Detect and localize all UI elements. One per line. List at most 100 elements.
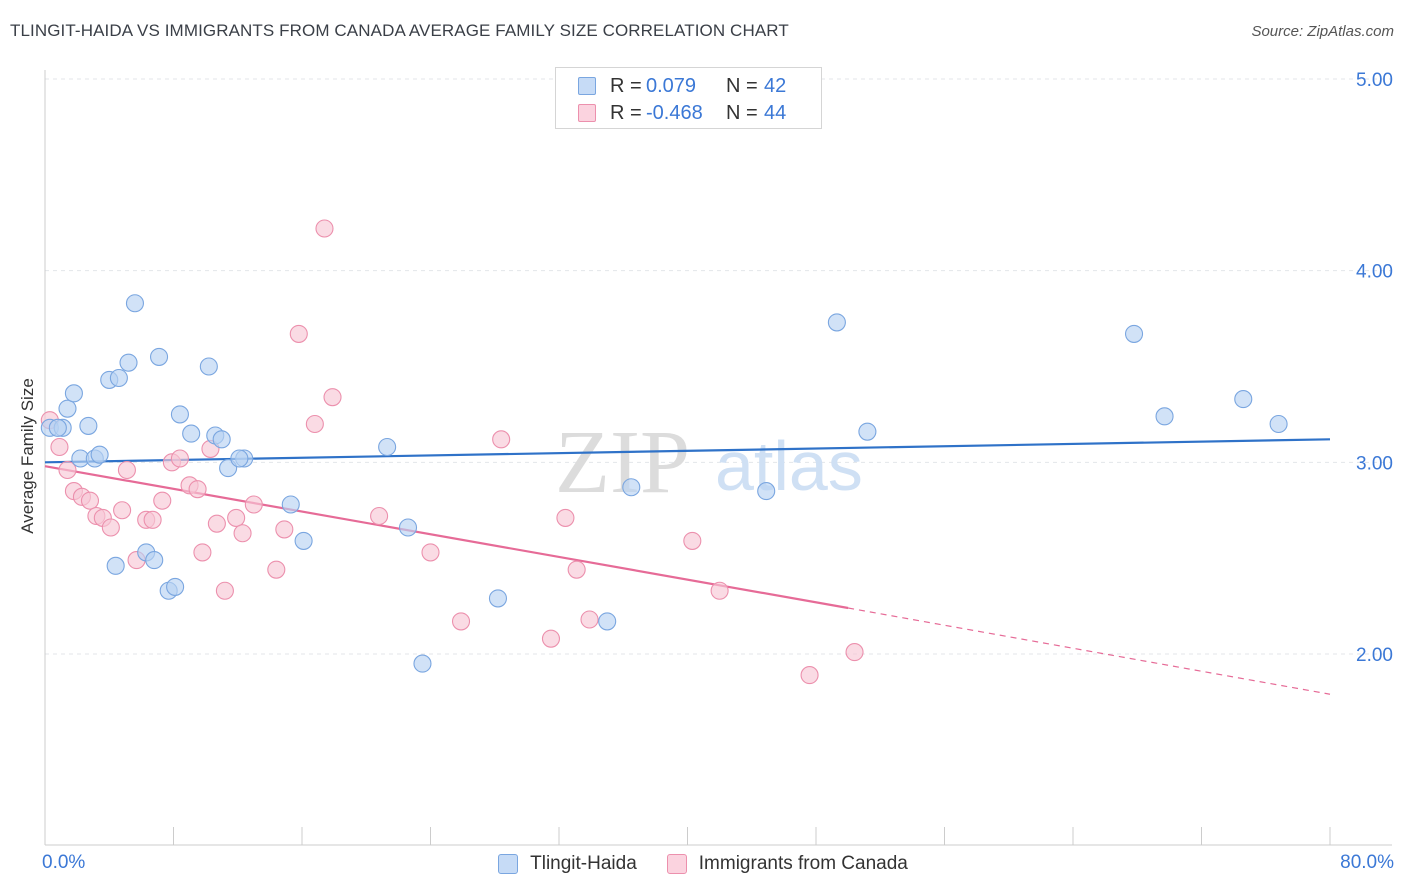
legend-r-label: R = (610, 101, 642, 124)
data-point-immigrants-from-canada (153, 491, 172, 510)
data-point-immigrants-from-canada (244, 495, 263, 514)
chart-title: TLINGIT-HAIDA VS IMMIGRANTS FROM CANADA … (10, 21, 789, 40)
data-point-immigrants-from-canada (117, 460, 136, 480)
y-tick-labels: 2.00 3.00 4.00 5.00 (1356, 70, 1393, 666)
data-point-immigrants-from-canada (683, 531, 702, 550)
legend-item-immigrants-from-canada: Immigrants from Canada (666, 853, 908, 875)
data-point-immigrants-from-canada (101, 518, 120, 537)
legend-swatch-pink (666, 854, 687, 874)
data-point-tlingit-haida (294, 531, 313, 550)
data-point-immigrants-from-canada (289, 324, 308, 343)
data-point-immigrants-from-canada (492, 430, 511, 449)
data-point-immigrants-from-canada (207, 514, 226, 533)
data-point-tlingit-haida (622, 478, 641, 497)
grid-lines (45, 78, 1392, 655)
data-point-tlingit-haida (48, 418, 67, 437)
x-tick-label-min: 0.0% (42, 852, 86, 873)
x-tick-label-max: 80.0% (1340, 852, 1394, 873)
legend-n-value: 44 (764, 101, 787, 124)
watermark-zip: ZIP (555, 413, 690, 512)
data-point-tlingit-haida (398, 518, 418, 537)
series-immigrants-from-canada (40, 219, 864, 685)
series-tlingit-haida (40, 294, 1288, 673)
data-point-immigrants-from-canada (315, 219, 334, 238)
data-point-immigrants-from-canada (275, 520, 294, 539)
data-point-immigrants-from-canada (800, 666, 819, 685)
data-point-tlingit-haida (106, 556, 125, 575)
data-point-tlingit-haida (827, 313, 846, 332)
data-point-tlingit-haida (64, 384, 83, 403)
series-legend: Tlingit-Haida Immigrants from Canada (0, 852, 1406, 876)
data-point-tlingit-haida (90, 445, 109, 464)
data-point-tlingit-haida (488, 589, 508, 608)
data-point-tlingit-haida (598, 612, 617, 631)
data-point-tlingit-haida (109, 368, 128, 388)
data-point-immigrants-from-canada (580, 610, 599, 629)
legend-swatch-pink (578, 104, 596, 122)
legend-n-label: N = (726, 74, 758, 97)
data-point-immigrants-from-canada (567, 560, 586, 579)
data-point-immigrants-from-canada (193, 543, 212, 562)
data-point-immigrants-from-canada (305, 414, 324, 434)
y-tick-label: 5.00 (1356, 70, 1393, 91)
legend-r-label: R = (610, 74, 642, 97)
correlation-legend: R = 0.079 N = 42 R = -0.468 N = 44 (555, 67, 822, 129)
data-point-immigrants-from-canada (227, 508, 246, 527)
data-point-immigrants-from-canada (113, 501, 132, 520)
legend-item-tlingit-haida: Tlingit-Haida (498, 853, 637, 875)
data-point-tlingit-haida (79, 416, 98, 435)
data-point-tlingit-haida (170, 405, 189, 424)
data-point-tlingit-haida (149, 347, 169, 366)
data-point-tlingit-haida (166, 577, 185, 596)
data-point-immigrants-from-canada (556, 508, 575, 527)
watermark-atlas: atlas (715, 427, 863, 505)
data-point-tlingit-haida (182, 424, 201, 443)
data-point-tlingit-haida (199, 357, 218, 376)
y-tick-label: 4.00 (1356, 262, 1393, 283)
data-point-immigrants-from-canada (845, 643, 864, 662)
data-point-immigrants-from-canada (80, 491, 100, 510)
data-point-immigrants-from-canada (143, 510, 162, 529)
legend-n-value: 42 (764, 74, 787, 97)
data-point-immigrants-from-canada (451, 612, 471, 631)
legend-row-immigrants-from-canada: R = -0.468 N = 44 (578, 100, 786, 126)
data-point-immigrants-from-canada (50, 437, 69, 457)
data-point-tlingit-haida (757, 482, 776, 501)
data-point-tlingit-haida (1234, 390, 1253, 409)
data-point-immigrants-from-canada (370, 506, 389, 526)
trend-line-extension (848, 607, 1331, 695)
legend-label: Tlingit-Haida (530, 853, 637, 874)
data-point-tlingit-haida (378, 437, 397, 457)
legend-n-label: N = (726, 101, 758, 124)
data-point-tlingit-haida (119, 353, 138, 372)
data-point-tlingit-haida (58, 399, 77, 418)
watermark: ZIP atlas (555, 413, 863, 512)
legend-swatch-blue (578, 77, 596, 95)
data-point-immigrants-from-canada (188, 480, 207, 499)
data-point-tlingit-haida (145, 551, 164, 570)
data-point-tlingit-haida (281, 495, 300, 514)
data-point-tlingit-haida (212, 430, 231, 449)
data-point-tlingit-haida (413, 654, 432, 673)
legend-r-value: 0.079 (646, 74, 697, 97)
y-axis-label: Average Family Size (18, 378, 37, 534)
legend-label: Immigrants from Canada (698, 853, 908, 874)
legend-swatch-blue (498, 854, 519, 874)
trend-line-tlingit-haida (44, 438, 1331, 464)
axes (44, 70, 1392, 846)
data-point-tlingit-haida (230, 449, 249, 468)
legend-r-value: -0.468 (646, 101, 703, 124)
data-point-immigrants-from-canada (421, 543, 440, 562)
data-point-tlingit-haida (858, 422, 877, 441)
data-point-immigrants-from-canada (233, 524, 252, 543)
data-point-immigrants-from-canada (170, 449, 189, 468)
data-point-immigrants-from-canada (323, 388, 342, 407)
data-point-immigrants-from-canada (267, 560, 286, 579)
y-tick-label: 3.00 (1356, 453, 1393, 474)
source-label: Source: ZipAtlas.com (1251, 23, 1394, 40)
data-point-tlingit-haida (125, 294, 144, 313)
data-point-immigrants-from-canada (58, 460, 77, 480)
data-point-tlingit-haida (1269, 414, 1288, 434)
data-point-tlingit-haida (1124, 324, 1144, 343)
